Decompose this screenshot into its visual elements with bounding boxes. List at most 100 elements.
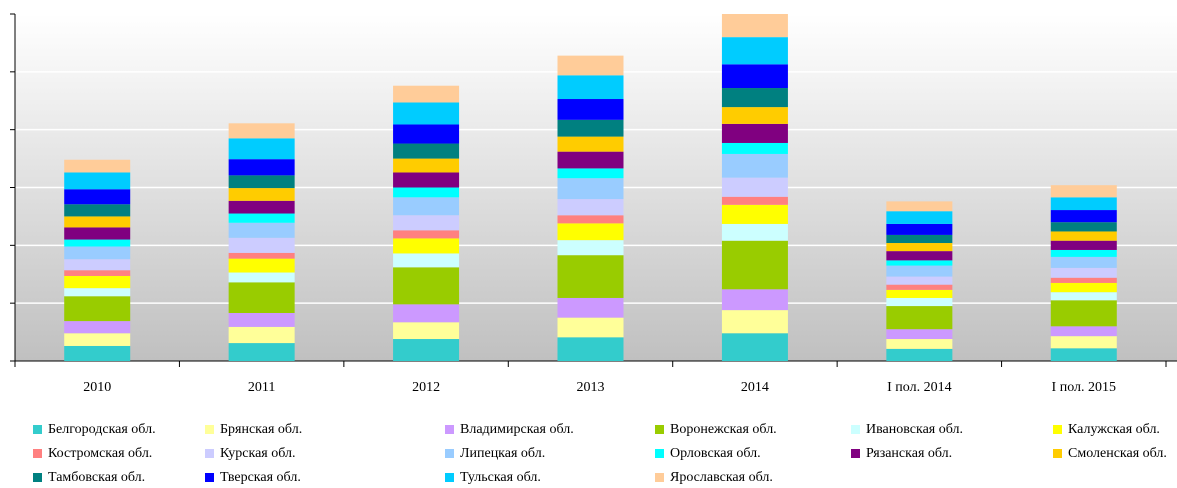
legend-label: Орловская обл. bbox=[670, 446, 761, 461]
bar-segment bbox=[64, 259, 131, 271]
bar-segment bbox=[64, 227, 131, 240]
bar-segment bbox=[393, 322, 460, 340]
bar-segment bbox=[228, 138, 295, 160]
bar-segment bbox=[721, 204, 788, 224]
bar-segment bbox=[721, 107, 788, 124]
bar-segment bbox=[886, 348, 953, 361]
bar-segment bbox=[1050, 256, 1117, 268]
bar-segment bbox=[886, 306, 953, 330]
bar-segment bbox=[886, 339, 953, 349]
bar-segment bbox=[886, 234, 953, 244]
bar-segment bbox=[1050, 210, 1117, 223]
bar-segment bbox=[228, 175, 295, 189]
legend-label: Ярославская обл. bbox=[670, 470, 773, 485]
x-tick-label: 2013 bbox=[577, 380, 605, 395]
bar-segment bbox=[393, 304, 460, 323]
bar-segment bbox=[557, 317, 624, 338]
bar-segment bbox=[886, 329, 953, 340]
bar-segment bbox=[228, 188, 295, 201]
bar-segment bbox=[721, 64, 788, 89]
bar-segment bbox=[721, 37, 788, 65]
bar-segment bbox=[64, 270, 131, 276]
bar-segment bbox=[886, 276, 953, 285]
bar-segment bbox=[228, 213, 295, 223]
bar-segment bbox=[228, 258, 295, 273]
bar-segment bbox=[1050, 292, 1117, 301]
bar-segment bbox=[886, 243, 953, 252]
bar-segment bbox=[557, 55, 624, 76]
bar-segment bbox=[1050, 336, 1117, 349]
bar-segment bbox=[721, 153, 788, 178]
bar-segment bbox=[228, 343, 295, 361]
bar-segment bbox=[393, 230, 460, 239]
bar-segment bbox=[721, 333, 788, 361]
bar-segment bbox=[557, 240, 624, 256]
legend-label: Брянская обл. bbox=[220, 422, 302, 437]
bar-segment bbox=[64, 189, 131, 205]
bar-segment bbox=[557, 255, 624, 298]
legend-label: Костромская обл. bbox=[48, 446, 152, 461]
x-tick-label: 2012 bbox=[412, 380, 440, 395]
bar-segment bbox=[1050, 277, 1117, 283]
legend-swatch bbox=[205, 425, 214, 434]
legend-swatch bbox=[1053, 425, 1062, 434]
bar-segment bbox=[393, 267, 460, 305]
legend-swatch bbox=[445, 449, 454, 458]
bar-segment bbox=[886, 223, 953, 235]
bar-segment bbox=[1050, 240, 1117, 250]
bar-segment bbox=[1050, 267, 1117, 278]
legend-swatch bbox=[655, 425, 664, 434]
legend-label: Белгородская обл. bbox=[48, 422, 156, 437]
legend-label: Воронежская обл. bbox=[670, 422, 777, 437]
legend-swatch bbox=[205, 473, 214, 482]
bar-segment bbox=[886, 265, 953, 277]
bar-segment bbox=[886, 289, 953, 298]
legend-swatch bbox=[33, 473, 42, 482]
bar-segment bbox=[557, 215, 624, 224]
legend-label: Курская обл. bbox=[220, 446, 296, 461]
bar-segment bbox=[1050, 222, 1117, 232]
bar-segment bbox=[64, 321, 131, 334]
bar-segment bbox=[721, 142, 788, 154]
bar-segment bbox=[721, 123, 788, 143]
legend-label: Тульская обл. bbox=[460, 470, 541, 485]
bar-segment bbox=[886, 211, 953, 224]
legend-label: Тверская обл. bbox=[220, 470, 301, 485]
bar-segment bbox=[228, 222, 295, 238]
bar-segment bbox=[557, 151, 624, 169]
bar-segment bbox=[64, 296, 131, 322]
bar-segment bbox=[721, 88, 788, 108]
bar-segment bbox=[1050, 185, 1117, 198]
legend-swatch bbox=[33, 449, 42, 458]
bar-segment bbox=[64, 239, 131, 247]
bar-segment bbox=[557, 178, 624, 200]
bar-segment bbox=[886, 284, 953, 290]
bar-segment bbox=[64, 216, 131, 228]
bar-segment bbox=[557, 199, 624, 216]
bar-segment bbox=[721, 310, 788, 334]
bar-segment bbox=[1050, 348, 1117, 361]
bar-segment bbox=[228, 282, 295, 313]
bar-segment bbox=[557, 168, 624, 179]
bar-segment bbox=[228, 159, 295, 176]
bar-segment bbox=[393, 253, 460, 268]
x-tick-label: 2014 bbox=[741, 380, 769, 395]
bar-segment bbox=[228, 312, 295, 327]
bar-segment bbox=[228, 237, 295, 253]
bar-segment bbox=[393, 215, 460, 231]
legend-label: Владимирская обл. bbox=[460, 422, 574, 437]
bar-segment bbox=[228, 200, 295, 214]
bar-segment bbox=[721, 289, 788, 311]
bar-segment bbox=[228, 123, 295, 139]
legend-swatch bbox=[851, 425, 860, 434]
legend-label: Ивановская обл. bbox=[866, 422, 963, 437]
legend-label: Калужская обл. bbox=[1068, 422, 1160, 437]
bar-segment bbox=[393, 143, 460, 159]
legend-swatch bbox=[1053, 449, 1062, 458]
bar-segment bbox=[557, 119, 624, 137]
bar-segment bbox=[886, 297, 953, 307]
bar-segment bbox=[393, 85, 460, 103]
bar-segment bbox=[721, 177, 788, 197]
bar-segment bbox=[1050, 197, 1117, 211]
